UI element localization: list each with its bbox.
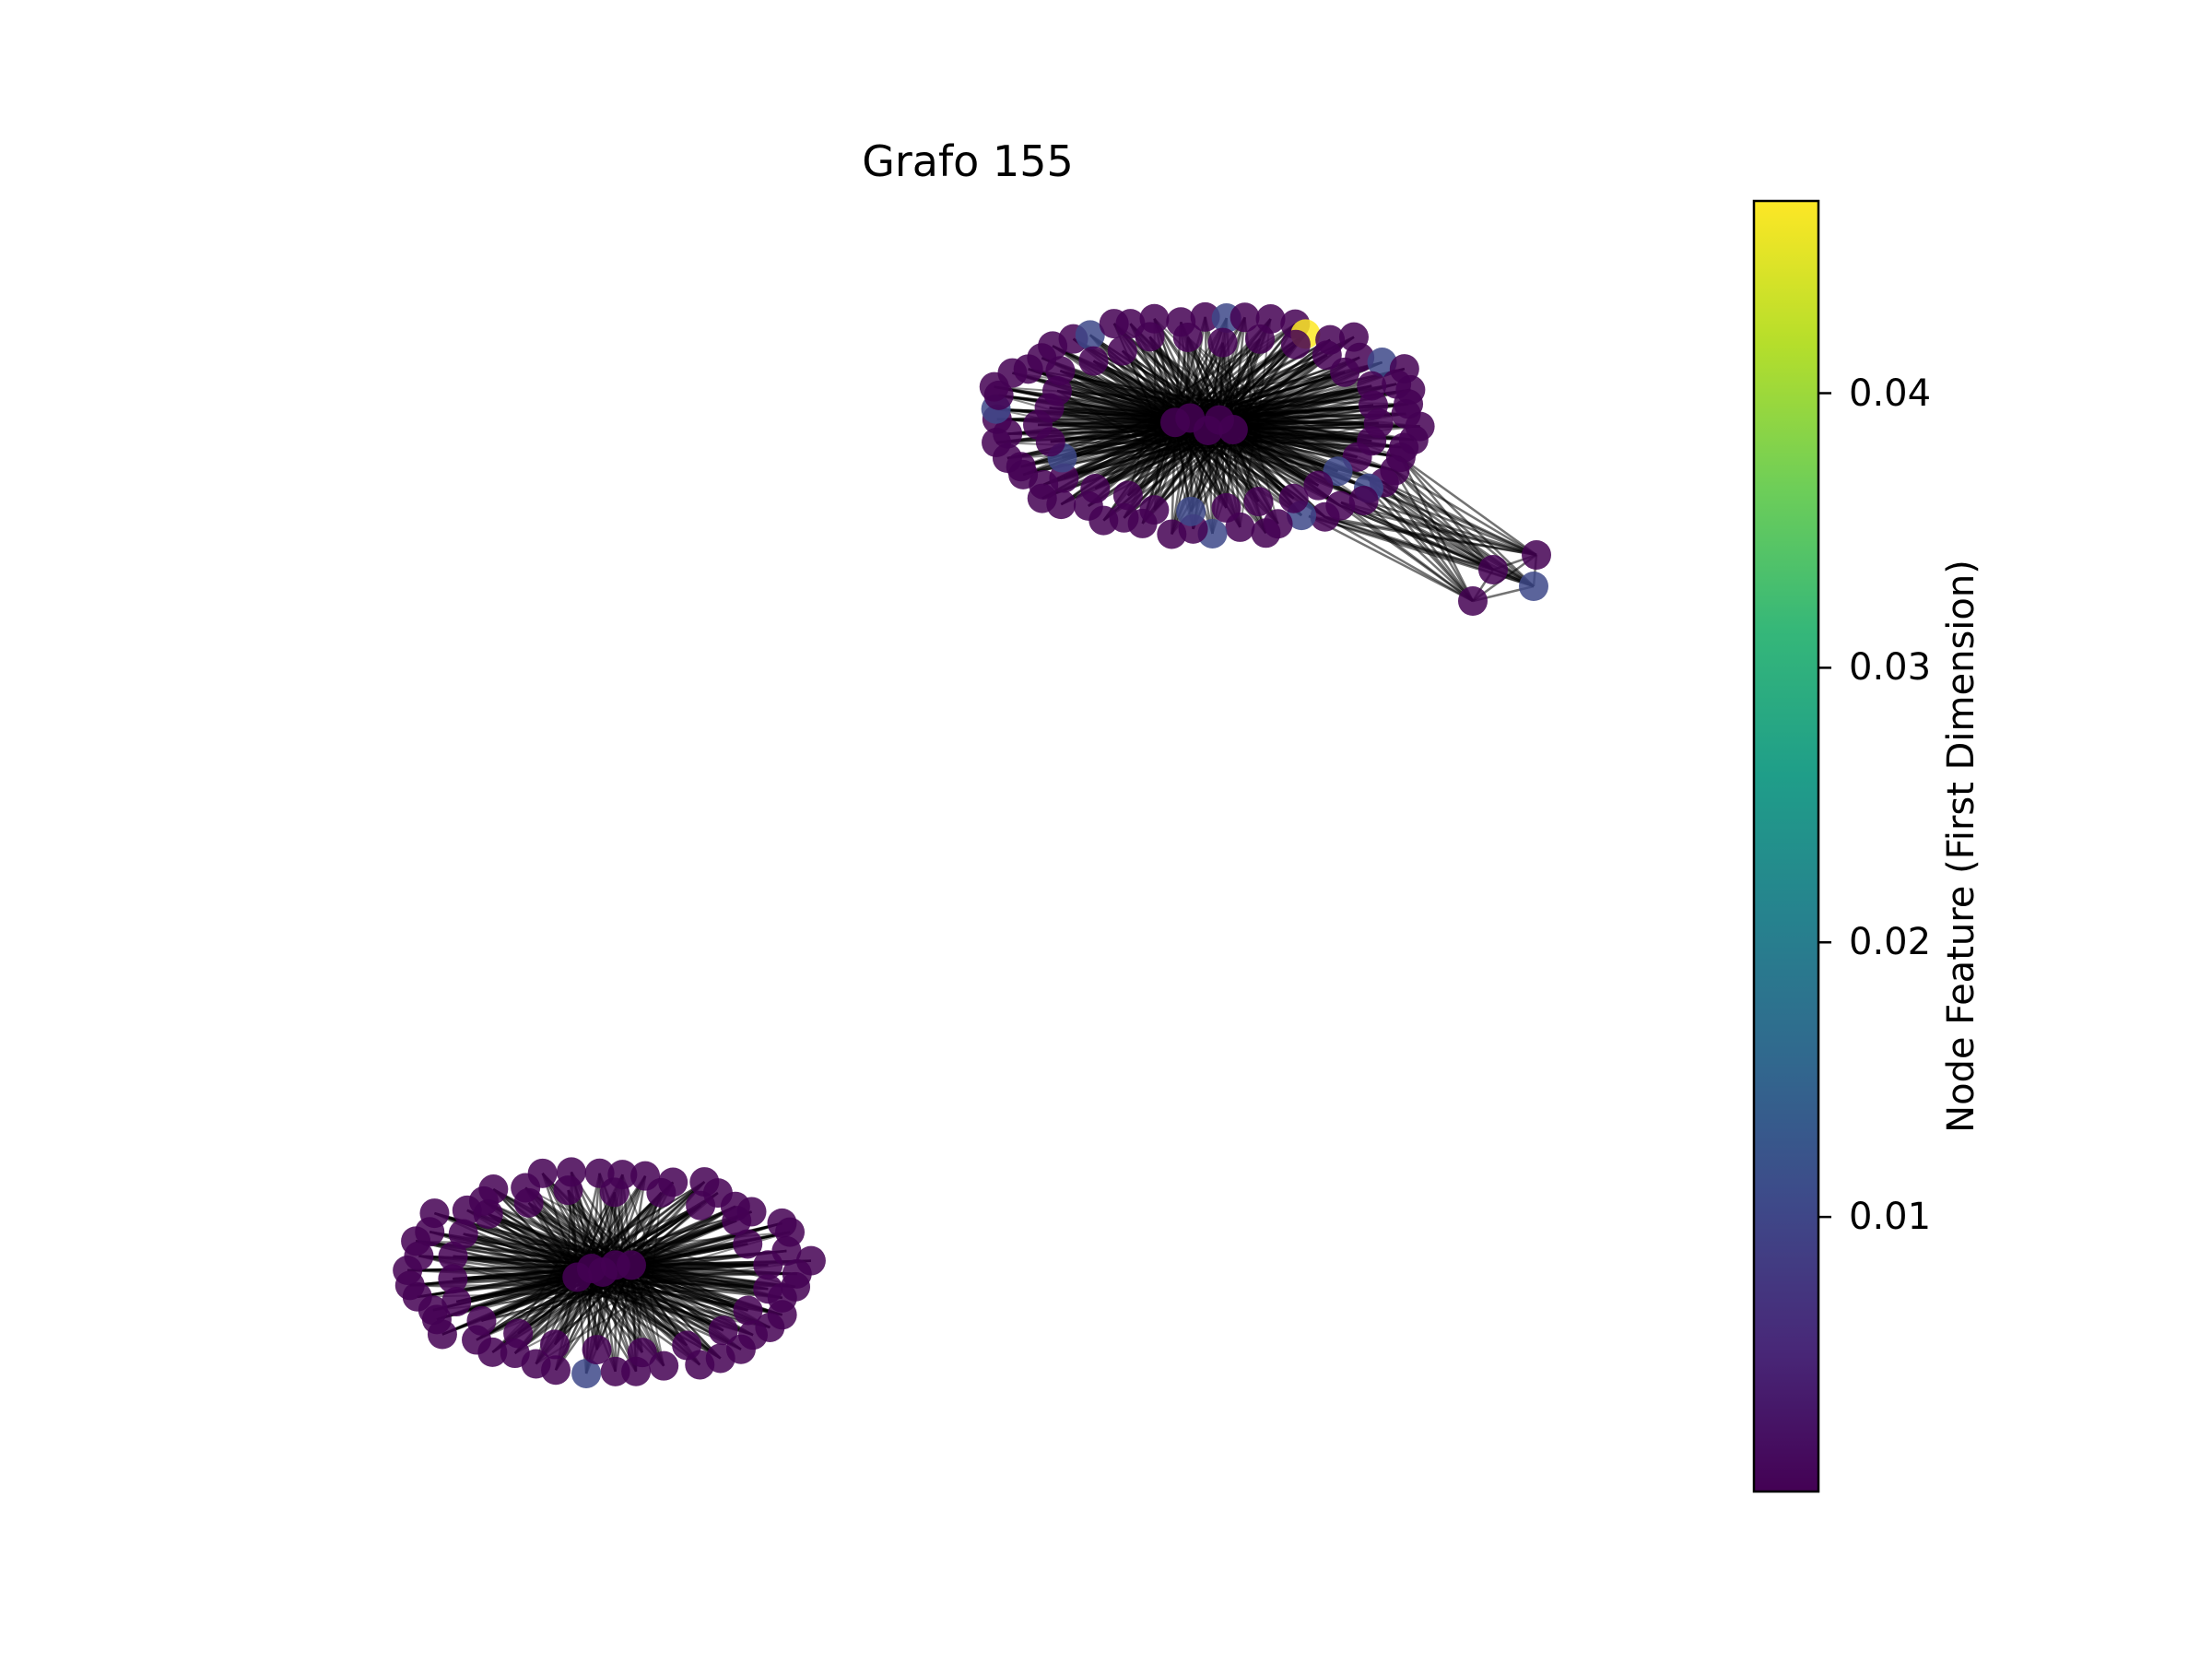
graph-node [1176,497,1206,526]
graph-node [1080,474,1110,503]
colorbar-ticks [1818,394,1831,1218]
graph-node [617,1250,646,1280]
graph-node [672,1330,701,1360]
graph-node [1212,493,1241,523]
graph-node [1392,399,1421,429]
graph-node [686,1191,715,1221]
graph-node [1078,347,1108,376]
graph-node [466,1306,496,1336]
graph-node [474,1199,503,1229]
colorbar-gradient [1754,201,1818,1492]
plot-title: Grafo 155 [0,136,1936,186]
graph-node [709,1315,738,1345]
graph-node [1157,519,1186,548]
graph-node [1218,415,1248,444]
graph-node [528,1159,558,1188]
colorbar-tick-label: 0.01 [1849,1196,1931,1238]
graph-node [753,1250,782,1280]
colorbar-tick-label: 0.04 [1849,372,1931,415]
graph-node [1113,481,1143,511]
graph-node [478,1174,508,1204]
colorbar [1754,201,1831,1492]
graph-node [628,1338,657,1367]
graph-node [1251,518,1280,548]
graph-node [1364,408,1394,438]
graph-node [1108,336,1137,366]
colorbar-tick-label: 0.02 [1849,921,1931,963]
graph-node [553,1175,582,1205]
graph-node [449,1220,478,1249]
graph-node [514,1188,544,1218]
graph-node [1330,358,1359,387]
graph-node [1139,495,1169,525]
graph-node [540,1329,570,1359]
graph-node [600,1177,629,1207]
graph-node [582,1335,612,1364]
graph-node [419,1198,449,1228]
graph-node [1279,484,1309,513]
graph-node [1458,586,1488,616]
graph-node [1281,330,1311,360]
graph-node [1135,322,1165,351]
graph-node [503,1318,533,1348]
graph-node [1522,540,1551,570]
graph-node [796,1246,826,1276]
graph-node [733,1296,762,1326]
graph-node [1519,572,1548,601]
colorbar-label: Node Feature (First Dimension) [1940,560,1983,1133]
graph-node [1045,356,1075,385]
graph-node [1208,328,1238,358]
graph-node [1245,324,1275,354]
colorbar-tick-label: 0.03 [1849,646,1931,689]
graph-node [646,1178,676,1208]
graph-node [1173,323,1203,352]
graph-node [1478,555,1508,584]
graph-node [1243,487,1273,516]
